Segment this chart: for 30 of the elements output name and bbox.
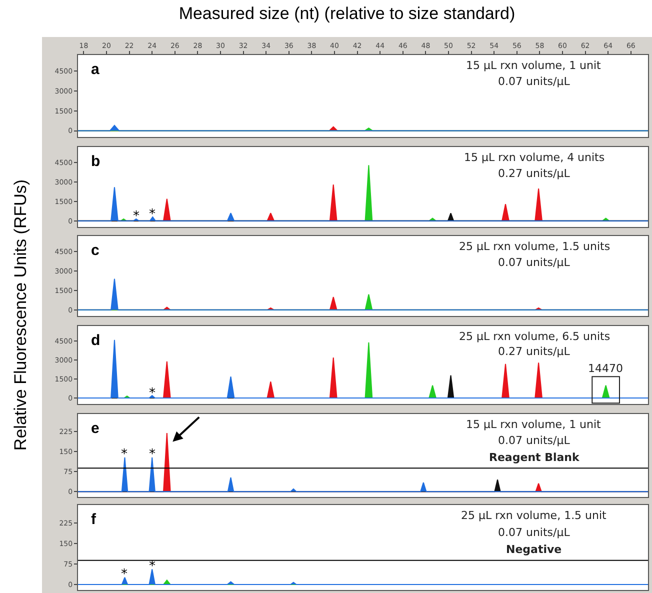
annotation: * bbox=[149, 559, 156, 574]
annotation: * bbox=[149, 207, 156, 222]
annotation: 0.07 units/µL bbox=[498, 256, 571, 269]
x-axis-title: Measured size (nt) (relative to size standard) bbox=[178, 4, 516, 24]
annotation: 0.27 units/µL bbox=[498, 167, 571, 180]
annotation: 15 µL rxn volume, 4 units bbox=[464, 151, 605, 164]
annotation: * bbox=[121, 447, 128, 462]
chart-title: f bbox=[91, 511, 97, 528]
annotation: 25 µL rxn volume, 1.5 units bbox=[459, 240, 610, 253]
annotation: * bbox=[121, 567, 128, 582]
annotation: 15 µL rxn volume, 1 unit bbox=[466, 418, 602, 431]
chart-title: d bbox=[91, 332, 100, 349]
chart-title: c bbox=[91, 242, 100, 259]
annotation: 0.07 units/µL bbox=[498, 526, 571, 539]
annotation: * bbox=[149, 447, 156, 462]
annotation: 25 µL rxn volume, 1.5 unit bbox=[461, 509, 608, 522]
chart-title: b bbox=[91, 153, 100, 170]
annotation: Negative bbox=[506, 543, 562, 556]
annotation: * bbox=[133, 209, 140, 224]
chart-title: e bbox=[91, 420, 100, 437]
annotation: 0.27 units/µL bbox=[498, 345, 571, 358]
y-axis-title: Relative Fluorescence Units (RFUs) bbox=[11, 179, 31, 451]
annotation: 25 µL rxn volume, 6.5 units bbox=[459, 330, 610, 343]
annotation: Reagent Blank bbox=[489, 451, 580, 464]
annotation: 14470 bbox=[588, 362, 623, 375]
annotation: 0.07 units/µL bbox=[498, 434, 571, 447]
annotation: 15 µL rxn volume, 1 unit bbox=[466, 59, 602, 72]
annotation: * bbox=[149, 386, 156, 401]
annotation: 0.07 units/µL bbox=[498, 75, 571, 88]
chart-title: a bbox=[91, 61, 100, 78]
